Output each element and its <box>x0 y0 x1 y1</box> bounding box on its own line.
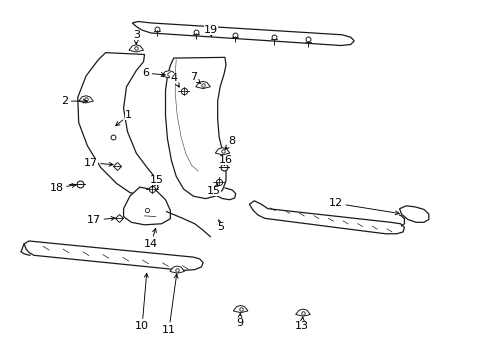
Polygon shape <box>215 148 229 155</box>
Polygon shape <box>165 57 225 199</box>
Text: 4: 4 <box>170 73 179 87</box>
Polygon shape <box>399 206 428 222</box>
Polygon shape <box>123 187 170 225</box>
Text: 17: 17 <box>83 158 113 168</box>
Polygon shape <box>249 201 404 234</box>
Polygon shape <box>24 241 203 270</box>
Text: 16: 16 <box>219 155 232 166</box>
Text: 13: 13 <box>294 317 308 331</box>
Polygon shape <box>169 266 184 273</box>
Text: 14: 14 <box>143 229 158 249</box>
Text: 19: 19 <box>204 25 218 36</box>
Text: 12: 12 <box>328 198 398 215</box>
Text: 18: 18 <box>50 183 76 193</box>
Text: 3: 3 <box>132 30 140 44</box>
Polygon shape <box>233 306 247 313</box>
Text: 1: 1 <box>116 111 132 126</box>
Polygon shape <box>161 71 176 78</box>
Polygon shape <box>79 96 93 103</box>
Polygon shape <box>295 309 310 316</box>
Text: 2: 2 <box>61 96 87 106</box>
Text: 8: 8 <box>224 136 235 149</box>
Text: 6: 6 <box>142 68 165 78</box>
Text: 15: 15 <box>149 175 163 188</box>
Text: 9: 9 <box>236 314 243 328</box>
Text: 15: 15 <box>207 184 221 197</box>
Text: 17: 17 <box>87 215 115 225</box>
Text: 10: 10 <box>135 274 149 331</box>
Text: 5: 5 <box>217 220 224 232</box>
Text: 11: 11 <box>162 274 178 335</box>
Polygon shape <box>78 53 158 195</box>
Text: 7: 7 <box>189 72 200 84</box>
Polygon shape <box>195 81 210 89</box>
Polygon shape <box>129 45 143 52</box>
Polygon shape <box>132 22 353 45</box>
